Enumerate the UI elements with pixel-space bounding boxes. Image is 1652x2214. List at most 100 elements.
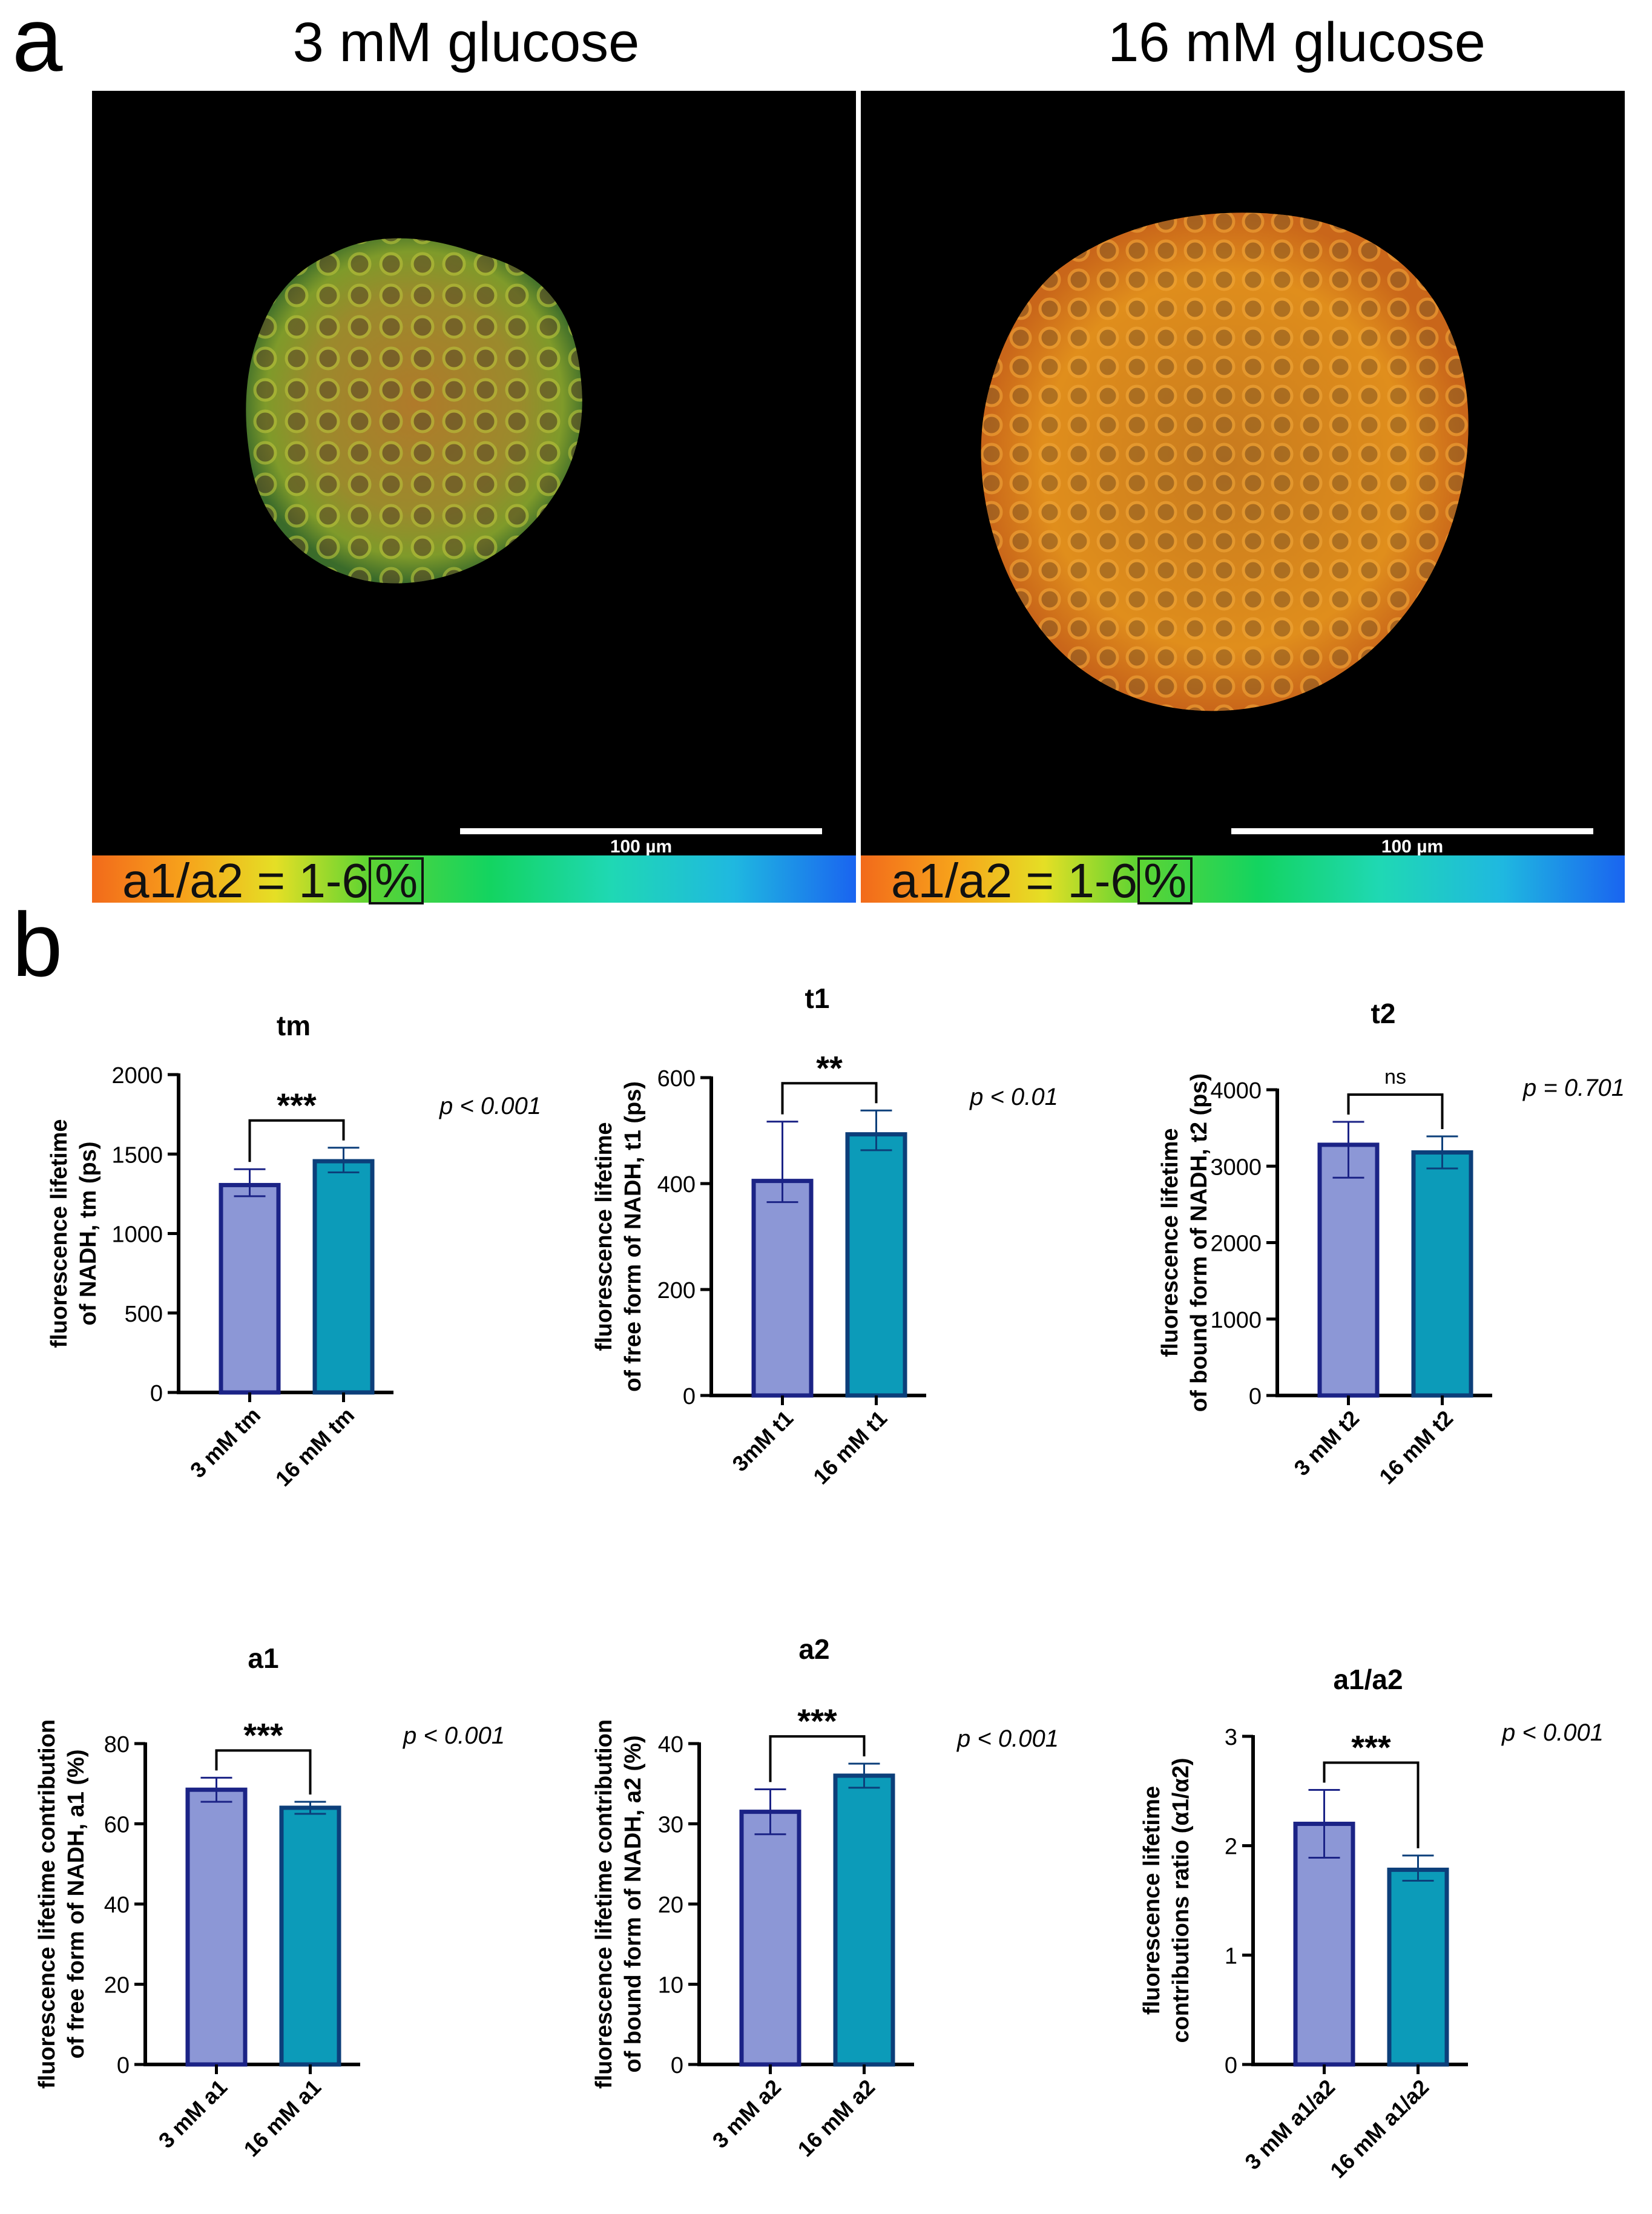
y-axis-label-a1-0: fluorescence lifetime contribution <box>35 1719 60 2089</box>
y-tick-label-t1-3: 600 <box>657 1066 696 1092</box>
y-tick-label-a1a2-3: 3 <box>1225 1725 1237 1750</box>
y-tick-label-t1-0: 0 <box>683 1384 696 1409</box>
colorbar-unit-3mM: % <box>369 857 424 905</box>
bar-t1-0 <box>751 1179 814 1398</box>
y-tick-label-t2-1: 1000 <box>1210 1308 1262 1333</box>
islet-image-3mM <box>246 238 582 584</box>
chart-title-a2: a2 <box>798 1633 829 1665</box>
bar-t1-1 <box>845 1132 907 1398</box>
y-tick-label-a1a2-0: 0 <box>1225 2053 1237 2078</box>
y-tick-label-tm-2: 1000 <box>111 1222 163 1248</box>
significance-bracket-tm <box>248 1119 345 1162</box>
y-tick-label-a1-4: 80 <box>104 1732 130 1758</box>
p-value-a1a2: p < 0.001 <box>1501 1719 1604 1746</box>
y-tick-label-a1-1: 20 <box>104 1973 130 1998</box>
panel-label-a: a <box>12 0 63 90</box>
p-value-a1: p < 0.001 <box>403 1722 505 1749</box>
p-value-a2: p < 0.001 <box>956 1725 1059 1752</box>
colorbar-16mM: a1/a2 = 1-6% <box>861 854 1625 908</box>
y-axis-label-a1a2-0: fluorescence lifetime <box>1139 1786 1165 2015</box>
y-tick-label-a1-0: 0 <box>117 2053 130 2078</box>
y-axis-label-a1a2-1: contributions ratio (α1/α2) <box>1168 1758 1194 2043</box>
significance-label-t1: ** <box>816 1049 843 1087</box>
significance-bracket-t2 <box>1347 1093 1444 1130</box>
colorbar-3mM: a1/a2 = 1-6% <box>92 854 856 908</box>
y-tick-label-a2-0: 0 <box>671 2053 683 2078</box>
significance-bracket-t1 <box>781 1082 878 1115</box>
y-axis-label-t2-0: fluorescence lifetime <box>1157 1128 1183 1357</box>
y-tick-label-tm-4: 2000 <box>111 1063 163 1089</box>
y-tick-label-t2-3: 3000 <box>1210 1155 1262 1180</box>
y-tick-label-a1-3: 60 <box>104 1813 130 1838</box>
x-tick-label-a1a2-0: 3 mM a1/a2 <box>1240 2075 1340 2175</box>
scale-bar-3mM <box>460 828 822 834</box>
colorbar-label-16mM: a1/a2 = 1-6 <box>891 854 1137 908</box>
y-tick-label-a1a2-1: 1 <box>1225 1943 1237 1969</box>
x-tick-label-t1-0: 3mM t1 <box>727 1406 798 1477</box>
bar-tm-0 <box>219 1182 281 1395</box>
y-tick-label-t2-0: 0 <box>1249 1384 1262 1409</box>
p-value-t2: p = 0.701 <box>1522 1075 1625 1101</box>
scale-label-16mM: 100 µm <box>1381 837 1444 855</box>
islet-image-16mM <box>981 213 1469 711</box>
significance-label-a1: *** <box>243 1716 283 1754</box>
bar-t2-1 <box>1411 1150 1473 1398</box>
y-tick-label-t1-2: 400 <box>657 1172 696 1198</box>
x-tick-label-a1-0: 3 mM a1 <box>154 2075 232 2153</box>
y-tick-label-a2-3: 30 <box>658 1813 683 1838</box>
x-tick-label-t2-1: 16 mM t2 <box>1374 1406 1458 1489</box>
x-tick-label-a1-1: 16 mM a1 <box>239 2075 326 2162</box>
x-tick-label-a2-1: 16 mM a2 <box>793 2075 880 2162</box>
y-axis-label-a1-1: of free form of NADH, a1 (%) <box>64 1750 89 2059</box>
y-tick-label-a1a2-2: 2 <box>1225 1834 1237 1860</box>
y-axis-label-tm-0: fluorescence lifetime <box>47 1119 72 1348</box>
y-tick-label-t2-4: 4000 <box>1210 1078 1262 1104</box>
bar-a2-0 <box>739 1810 801 2067</box>
bar-t2-0 <box>1317 1142 1380 1398</box>
p-value-t1: p < 0.01 <box>969 1084 1058 1110</box>
y-axis-label-a2-0: fluorescence lifetime contribution <box>591 1719 617 2089</box>
scale-bar-16mM <box>1231 828 1593 834</box>
p-value-tm: p < 0.001 <box>439 1093 541 1119</box>
y-tick-label-tm-0: 0 <box>150 1381 163 1406</box>
y-tick-label-tm-1: 500 <box>125 1302 163 1327</box>
y-axis-label-t1-0: fluorescence lifetime <box>591 1122 617 1351</box>
y-tick-label-t1-1: 200 <box>657 1278 696 1303</box>
significance-label-a1a2: *** <box>1351 1728 1391 1767</box>
chart-title-tm: tm <box>277 1010 311 1041</box>
y-tick-label-t2-2: 2000 <box>1210 1231 1262 1257</box>
panel-label-b: b <box>12 894 63 995</box>
y-axis-label-tm-1: of NADH, tm (ps) <box>76 1142 101 1326</box>
micrograph-3mM: 100 µm <box>92 91 856 855</box>
bar-a2-1 <box>833 1773 895 2067</box>
chart-title-t1: t1 <box>805 983 830 1014</box>
y-axis-label-a2-1: of bound form of NADH, a2 (%) <box>620 1735 646 2072</box>
x-tick-label-a1a2-1: 16 mM a1/a2 <box>1325 2075 1433 2183</box>
x-tick-label-a2-0: 3 mM a2 <box>708 2075 786 2153</box>
chart-title-a1a2: a1/a2 <box>1333 1664 1403 1695</box>
chart-title-t2: t2 <box>1371 998 1396 1029</box>
significance-bracket-a2 <box>769 1735 866 1782</box>
significance-bracket-a1a2 <box>1323 1761 1420 1848</box>
y-axis-label-t1-1: of free form of NADH, t1 (ps) <box>620 1081 646 1392</box>
scale-label-3mM: 100 µm <box>610 837 673 855</box>
significance-label-tm: *** <box>277 1086 317 1124</box>
x-tick-label-t2-0: 3 mM t2 <box>1289 1406 1364 1481</box>
right-condition-title: 16 mM glucose <box>1108 12 1486 73</box>
x-tick-label-tm-0: 3 mM tm <box>185 1403 265 1483</box>
significance-label-a2: *** <box>797 1702 837 1740</box>
bar-a1a2-1 <box>1387 1867 1449 2067</box>
x-tick-label-t1-1: 16 mM t1 <box>808 1406 892 1489</box>
y-axis-label-t2-1: of bound form of NADH, t2 (ps) <box>1186 1073 1212 1412</box>
y-tick-label-a2-2: 20 <box>658 1893 683 1918</box>
x-tick-label-tm-1: 16 mM tm <box>271 1403 359 1491</box>
bar-a1-0 <box>185 1787 248 2067</box>
y-tick-label-a2-4: 40 <box>658 1732 683 1758</box>
micrograph-16mM: 100 µm <box>861 91 1625 855</box>
bar-a1-1 <box>279 1805 341 2067</box>
left-condition-title: 3 mM glucose <box>292 12 640 73</box>
significance-label-t2: ns <box>1384 1066 1406 1089</box>
bar-tm-1 <box>312 1159 375 1395</box>
y-tick-label-tm-3: 1500 <box>111 1142 163 1168</box>
